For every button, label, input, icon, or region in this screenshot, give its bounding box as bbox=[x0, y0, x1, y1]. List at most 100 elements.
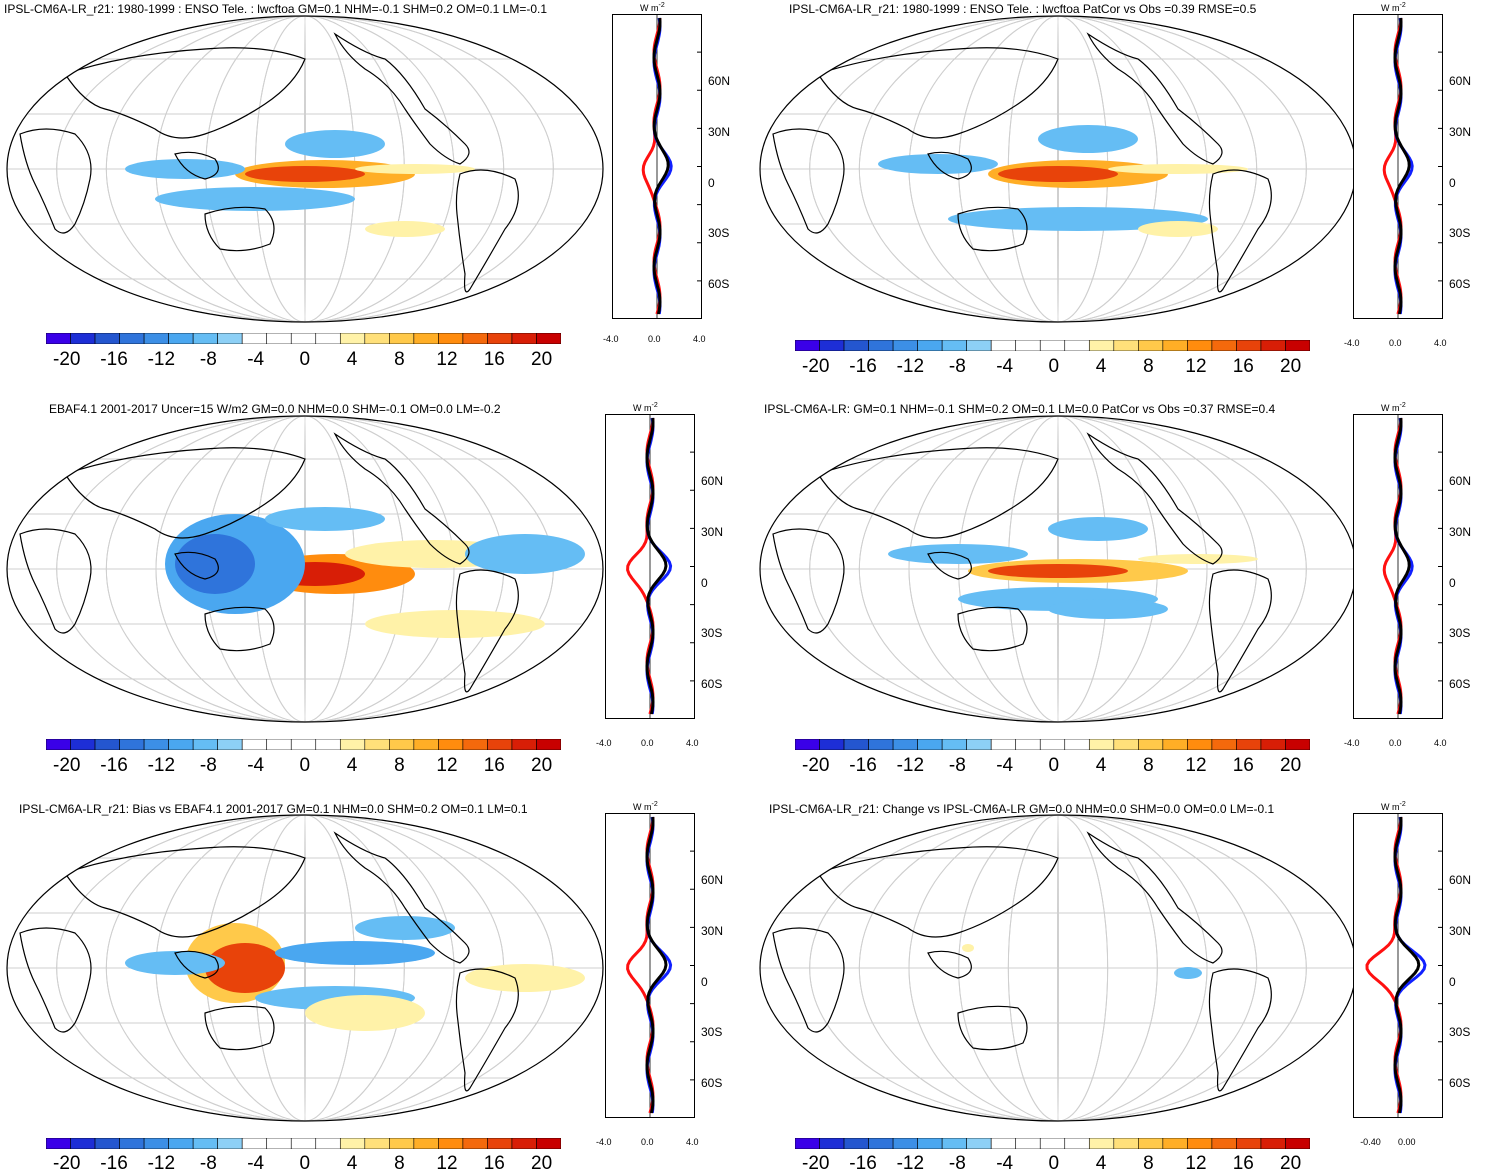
panel-title: IPSL-CM6A-LR: GM=0.1 NHM=-0.1 SHM=0.2 OM… bbox=[764, 402, 1276, 416]
grid-lon bbox=[858, 416, 1258, 722]
colorbar-swatch bbox=[389, 1138, 415, 1149]
colorbar-swatch bbox=[1138, 739, 1164, 750]
colorbar bbox=[795, 340, 1310, 351]
colorbar-label: -4 bbox=[996, 356, 1014, 377]
colorbar-swatch bbox=[241, 739, 268, 750]
colorbar-label: -12 bbox=[896, 356, 925, 377]
panel-title: IPSL-CM6A-LR_r21: 1980-1999 : ENSO Tele.… bbox=[789, 2, 1257, 16]
map-projection bbox=[759, 15, 1357, 323]
colorbar-swatch bbox=[1088, 739, 1115, 750]
colorbar-label: -4 bbox=[247, 1153, 265, 1174]
colorbar-label: 8 bbox=[1143, 1153, 1154, 1174]
colorbar-swatch bbox=[1236, 1138, 1262, 1149]
lat-label: 60N bbox=[708, 73, 731, 88]
colorbar-swatch bbox=[438, 1138, 464, 1149]
coastline bbox=[174, 950, 219, 979]
coastline bbox=[817, 47, 1059, 139]
colorbar-swatch bbox=[1088, 340, 1115, 351]
x-tick-label: 4.0 bbox=[693, 334, 706, 344]
colorbar-label: -4 bbox=[996, 755, 1014, 776]
x-tick-label: 4.0 bbox=[686, 738, 699, 748]
coastline bbox=[957, 206, 1028, 252]
lat-label: 0 bbox=[1449, 175, 1456, 190]
colorbar-label: 20 bbox=[531, 1153, 553, 1174]
grid-lon bbox=[809, 416, 1307, 722]
colorbar-label: -4 bbox=[996, 1153, 1014, 1174]
colorbar-label: -12 bbox=[147, 755, 176, 776]
anomaly-field bbox=[245, 166, 365, 182]
colorbar-label: 20 bbox=[1280, 356, 1302, 377]
colorbar-swatch bbox=[290, 739, 317, 750]
coastline bbox=[64, 846, 306, 938]
colorbar-swatch bbox=[94, 333, 120, 344]
colorbar-swatch bbox=[1260, 739, 1286, 750]
colorbar-swatch bbox=[364, 333, 390, 344]
lat-label: 60N bbox=[701, 872, 724, 887]
zonal-curve bbox=[1393, 417, 1411, 715]
coastline bbox=[174, 151, 219, 180]
colorbar-swatch bbox=[241, 333, 268, 344]
coastline bbox=[957, 1005, 1028, 1051]
colorbar-label: 0 bbox=[1048, 356, 1060, 377]
anomaly-field bbox=[365, 610, 545, 638]
coastline bbox=[772, 528, 845, 634]
colorbar-swatch bbox=[364, 739, 390, 750]
colorbar-swatch bbox=[941, 340, 967, 351]
colorbar-swatch bbox=[487, 1138, 513, 1149]
colorbar-swatch bbox=[1162, 739, 1188, 750]
colorbar-swatch bbox=[990, 340, 1017, 351]
colorbar-label: 16 bbox=[483, 1153, 505, 1174]
colorbar-label: -8 bbox=[199, 349, 217, 370]
colorbar-label: 4 bbox=[346, 755, 358, 776]
colorbar-swatch bbox=[1236, 340, 1262, 351]
colorbar-label: -8 bbox=[948, 1153, 966, 1174]
colorbar-label: -16 bbox=[100, 349, 128, 370]
colorbar-label: -20 bbox=[802, 1153, 830, 1174]
colorbar-swatch bbox=[843, 340, 869, 351]
colorbar-label: 12 bbox=[436, 755, 458, 776]
coastline bbox=[19, 528, 92, 634]
anomaly-field bbox=[1038, 125, 1138, 153]
colorbar-swatch bbox=[217, 333, 243, 344]
colorbar-swatch bbox=[1187, 1138, 1213, 1149]
colorbar-swatch bbox=[1015, 340, 1041, 351]
colorbar-swatch bbox=[1236, 739, 1262, 750]
colorbar-swatch bbox=[1064, 739, 1090, 750]
colorbar-swatch bbox=[1162, 1138, 1188, 1149]
panel-title: EBAF4.1 2001-2017 Uncer=15 W/m2 GM=0.0 N… bbox=[49, 402, 501, 416]
colorbar-label: 8 bbox=[394, 349, 405, 370]
colorbar-swatch bbox=[487, 333, 513, 344]
anomaly-field bbox=[1138, 554, 1258, 564]
map-projection bbox=[6, 415, 604, 723]
panel-title: IPSL-CM6A-LR_r21: Bias vs EBAF4.1 2001-2… bbox=[19, 802, 528, 816]
map-projection bbox=[759, 415, 1357, 723]
x-tick-label: -4.0 bbox=[1344, 338, 1360, 348]
grid-lon bbox=[1057, 815, 1059, 1121]
grid-lon bbox=[155, 416, 455, 722]
colorbar-label: -4 bbox=[247, 349, 265, 370]
anomaly-field bbox=[888, 544, 1028, 564]
colorbar-label: -16 bbox=[849, 356, 877, 377]
colorbar-swatch bbox=[266, 739, 292, 750]
colorbar-swatch bbox=[1211, 739, 1237, 750]
anomaly-field bbox=[275, 941, 435, 965]
x-tick-label: 0.00 bbox=[1398, 1137, 1416, 1147]
colorbar-swatch bbox=[143, 1138, 169, 1149]
lat-label: 60N bbox=[1449, 872, 1472, 887]
colorbar-label: -12 bbox=[896, 1153, 925, 1174]
colorbar-swatch bbox=[1113, 1138, 1139, 1149]
grid-lon bbox=[56, 16, 554, 322]
colorbar-swatch bbox=[1285, 739, 1310, 750]
colorbar-label: -16 bbox=[849, 755, 877, 776]
x-tick-label: 0.0 bbox=[641, 1137, 654, 1147]
colorbar-label: 4 bbox=[1095, 755, 1107, 776]
anomaly-field bbox=[355, 916, 455, 940]
colorbar-swatch bbox=[389, 739, 415, 750]
coastline bbox=[455, 569, 519, 693]
zonal-curve bbox=[1393, 816, 1421, 1114]
colorbar-label: 8 bbox=[394, 755, 405, 776]
coastline bbox=[1208, 569, 1272, 693]
coastline bbox=[1086, 32, 1223, 165]
colorbar-swatch bbox=[917, 739, 943, 750]
coastline bbox=[64, 447, 306, 539]
